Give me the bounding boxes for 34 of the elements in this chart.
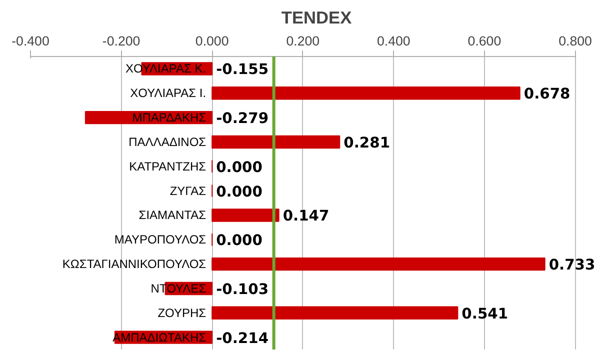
x-tick-label: 0.600 [468,34,502,48]
data-label: 0.281 [344,134,390,152]
data-label: 0.147 [282,208,330,225]
data-label: 0.000 [216,183,262,200]
y-tick-label: ΠΑΛΛΑΔΙΝΟΣ [128,134,206,149]
data-label: 0.000 [216,232,262,250]
x-tick-label: 0.400 [377,34,410,48]
x-tick-label: 0.800 [558,34,592,48]
x-tick-label: -0.200 [102,34,140,48]
bar [212,86,520,100]
bar [212,208,280,222]
data-label: 0.733 [548,256,596,274]
y-tick-label: ΧΟΥΛΙΑΡΑΣ Ι. [130,86,206,100]
data-label: -0.103 [216,280,269,298]
y-tick-label: ΖΟΥΡΗΣ [158,306,206,320]
data-label: -0.279 [216,110,269,128]
y-tick-label: ΚΩΣΤΑΓΙΑΝΝΙΚΟΠΟΥΛΟΣ [62,257,206,272]
bar [212,135,340,149]
y-tick-label: ΜΠΑΡΔΑΚΗΣ [132,110,206,125]
data-label: -0.214 [216,330,269,347]
bar [212,306,458,320]
y-tick-label: ΚΑΤΡΑΝΤΖΗΣ [129,159,206,174]
y-tick-label: ΖΥΓΑΣ [170,184,206,198]
data-label: -0.155 [216,61,269,78]
x-tick-label: 0.000 [195,34,229,48]
bar [212,257,546,271]
y-tick-label: ΜΑΥΡΟΠΟΥΛΟΣ [114,232,206,247]
y-tick-label: ΣΙΑΜΑΝΤΑΣ [138,208,206,222]
data-label: 0.000 [216,158,262,176]
x-tick-label: -0.400 [12,34,50,48]
x-tick-label: 0.200 [286,34,320,48]
chart-title: TENDEX [281,8,352,28]
data-label: 0.678 [524,86,570,103]
data-label: 0.541 [462,305,508,322]
